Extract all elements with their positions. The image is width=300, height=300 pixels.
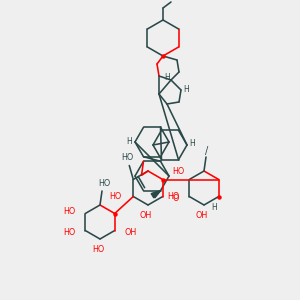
Text: /: / [206, 146, 208, 156]
Polygon shape [152, 191, 160, 198]
Text: H: H [189, 139, 195, 148]
Text: HO: HO [63, 207, 75, 216]
Text: OH: OH [125, 228, 137, 237]
Text: OH: OH [196, 211, 208, 220]
Text: HO: HO [109, 192, 121, 201]
Text: H: H [211, 202, 217, 211]
Text: HO: HO [92, 244, 104, 253]
Polygon shape [151, 191, 160, 198]
Text: HO: HO [63, 228, 75, 237]
Text: H: H [183, 85, 189, 94]
Text: HO: HO [167, 192, 179, 201]
Text: H: H [164, 73, 170, 82]
Text: H: H [126, 136, 132, 146]
Text: HO: HO [98, 178, 110, 188]
Text: HO: HO [172, 167, 184, 176]
Text: OH: OH [140, 211, 152, 220]
Text: O: O [173, 194, 179, 203]
Text: HO: HO [121, 153, 134, 162]
